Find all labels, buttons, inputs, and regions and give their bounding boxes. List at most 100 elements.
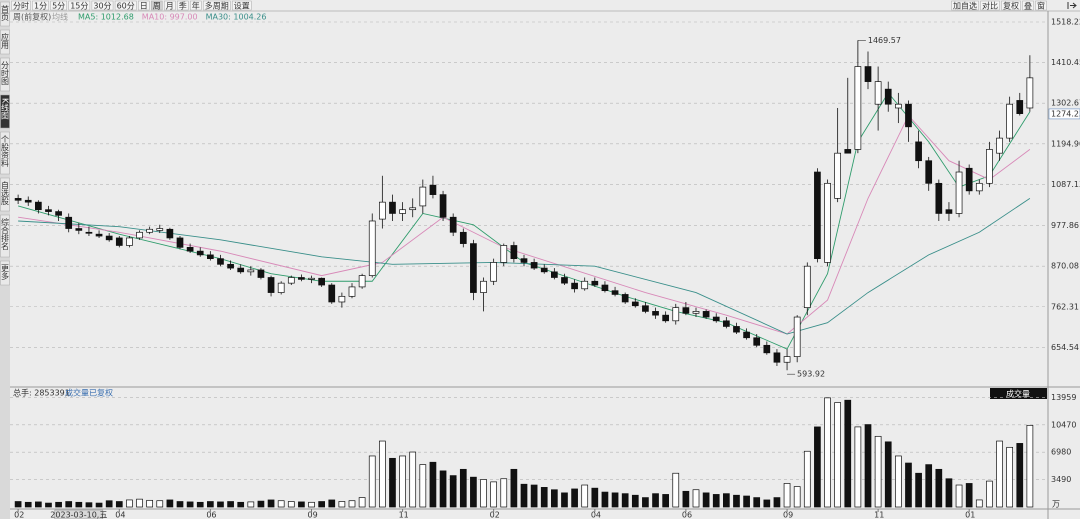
period-label[interactable]: 15分 (70, 2, 88, 11)
period-button[interactable] (164, 0, 176, 11)
action-label[interactable]: 窗 (1037, 1, 1045, 11)
sidebar-label[interactable]: 应用 (1, 32, 10, 50)
candle-body (793, 316, 801, 357)
period-button[interactable] (91, 0, 114, 11)
period-button[interactable] (177, 0, 189, 11)
period-button[interactable] (232, 0, 252, 11)
period-label[interactable]: 日 (140, 2, 148, 11)
sidebar-label[interactable]: 自选股 (1, 180, 10, 206)
period-button[interactable] (32, 0, 49, 11)
sidebar-label[interactable]: 分时图 (1, 61, 10, 86)
sidebar-label[interactable]: 更多 (1, 264, 10, 281)
period-label[interactable]: 设置 (234, 1, 250, 11)
candle-body (723, 320, 730, 327)
ma-line (18, 198, 1031, 335)
volume-bar (743, 495, 750, 508)
volume-bar (712, 494, 720, 508)
action-button[interactable] (951, 0, 979, 11)
volume-button-label[interactable]: 成交量 (1006, 389, 1030, 399)
period-label[interactable]: 年 (192, 1, 200, 11)
sidebar-label[interactable]: 首页 (1, 4, 10, 22)
action-label[interactable]: 复权 (1003, 1, 1019, 11)
period-button[interactable] (138, 0, 150, 11)
indicator-label: 均线 (52, 12, 68, 22)
candle-body (196, 250, 204, 256)
candle-body (257, 269, 265, 278)
candle-body (1026, 77, 1034, 109)
volume-bar (601, 491, 609, 508)
chart-subtitle: 周(前复权) (13, 12, 51, 22)
volume-bar (520, 483, 528, 508)
period-label[interactable]: 月 (166, 2, 174, 11)
period-button[interactable] (190, 0, 202, 11)
period-button[interactable] (151, 0, 163, 11)
x-tick-label: 06 (682, 511, 692, 519)
sidebar-label[interactable]: 综合排名 (1, 217, 10, 251)
y-tick-label: 1410.45 (1051, 58, 1080, 67)
period-button[interactable] (11, 0, 31, 11)
sidebar-item[interactable] (0, 260, 10, 286)
candle-body (105, 235, 113, 241)
sidebar-item[interactable] (0, 57, 10, 92)
sidebar-item[interactable] (0, 177, 10, 212)
candle-body (186, 247, 194, 252)
candle-body (824, 182, 831, 263)
action-button[interactable] (1022, 0, 1034, 11)
volume-bar (561, 492, 568, 508)
candle-body (662, 314, 669, 322)
period-button[interactable] (68, 0, 91, 11)
period-label[interactable]: 5分 (52, 2, 65, 11)
action-label[interactable]: 对比 (982, 1, 998, 11)
volume-bar (338, 501, 346, 508)
action-label[interactable]: 加自选 (953, 1, 977, 11)
period-label[interactable]: 多周期 (205, 1, 229, 11)
volume-bar (126, 499, 133, 508)
candle-body (439, 194, 447, 218)
action-button[interactable] (980, 0, 1000, 11)
candle-body (601, 284, 609, 292)
volume-bar (733, 494, 740, 508)
collapse-icon[interactable] (1067, 2, 1077, 9)
sidebar-item[interactable] (0, 29, 10, 55)
sidebar-item[interactable] (0, 214, 10, 258)
candle-body (449, 216, 457, 233)
candle-body (642, 305, 649, 312)
candle-body (217, 258, 224, 265)
sidebar-label[interactable]: 个股资料 (1, 135, 10, 168)
candle-body (986, 149, 993, 184)
sidebar-item[interactable] (0, 94, 10, 129)
volume-bar (196, 501, 204, 508)
candle-body (520, 258, 528, 263)
sidebar-label[interactable]: K线图 (1, 98, 10, 120)
candle-body (510, 245, 518, 260)
period-label[interactable]: 1分 (34, 2, 47, 11)
candle-body (540, 267, 548, 273)
candle-body (379, 201, 386, 220)
period-button[interactable] (50, 0, 67, 11)
sidebar-item[interactable] (0, 1, 10, 27)
volume-button[interactable] (990, 388, 1047, 399)
sidebar-item[interactable] (0, 131, 10, 175)
period-label[interactable]: 季 (179, 1, 187, 11)
action-button[interactable] (1035, 0, 1047, 11)
period-label[interactable]: 分时 (13, 1, 29, 11)
candle-body (470, 243, 477, 293)
period-button[interactable] (203, 0, 231, 11)
volume-bar (814, 426, 821, 508)
cursor-box (54, 509, 104, 519)
action-label[interactable]: 叠 (1024, 2, 1032, 11)
volume-bar (753, 497, 761, 508)
volume-bar (642, 497, 649, 508)
action-button[interactable] (1001, 0, 1021, 11)
period-button[interactable] (114, 0, 137, 11)
candle-body (115, 237, 123, 246)
volume-bar (75, 501, 83, 508)
candle-body (783, 356, 791, 363)
period-label[interactable]: 60分 (117, 2, 135, 11)
x-tick-label: 02 (14, 511, 24, 519)
candle-body (854, 66, 862, 150)
period-label[interactable]: 周 (153, 2, 161, 11)
candle-body (176, 237, 184, 248)
period-label[interactable]: 30分 (93, 2, 111, 11)
